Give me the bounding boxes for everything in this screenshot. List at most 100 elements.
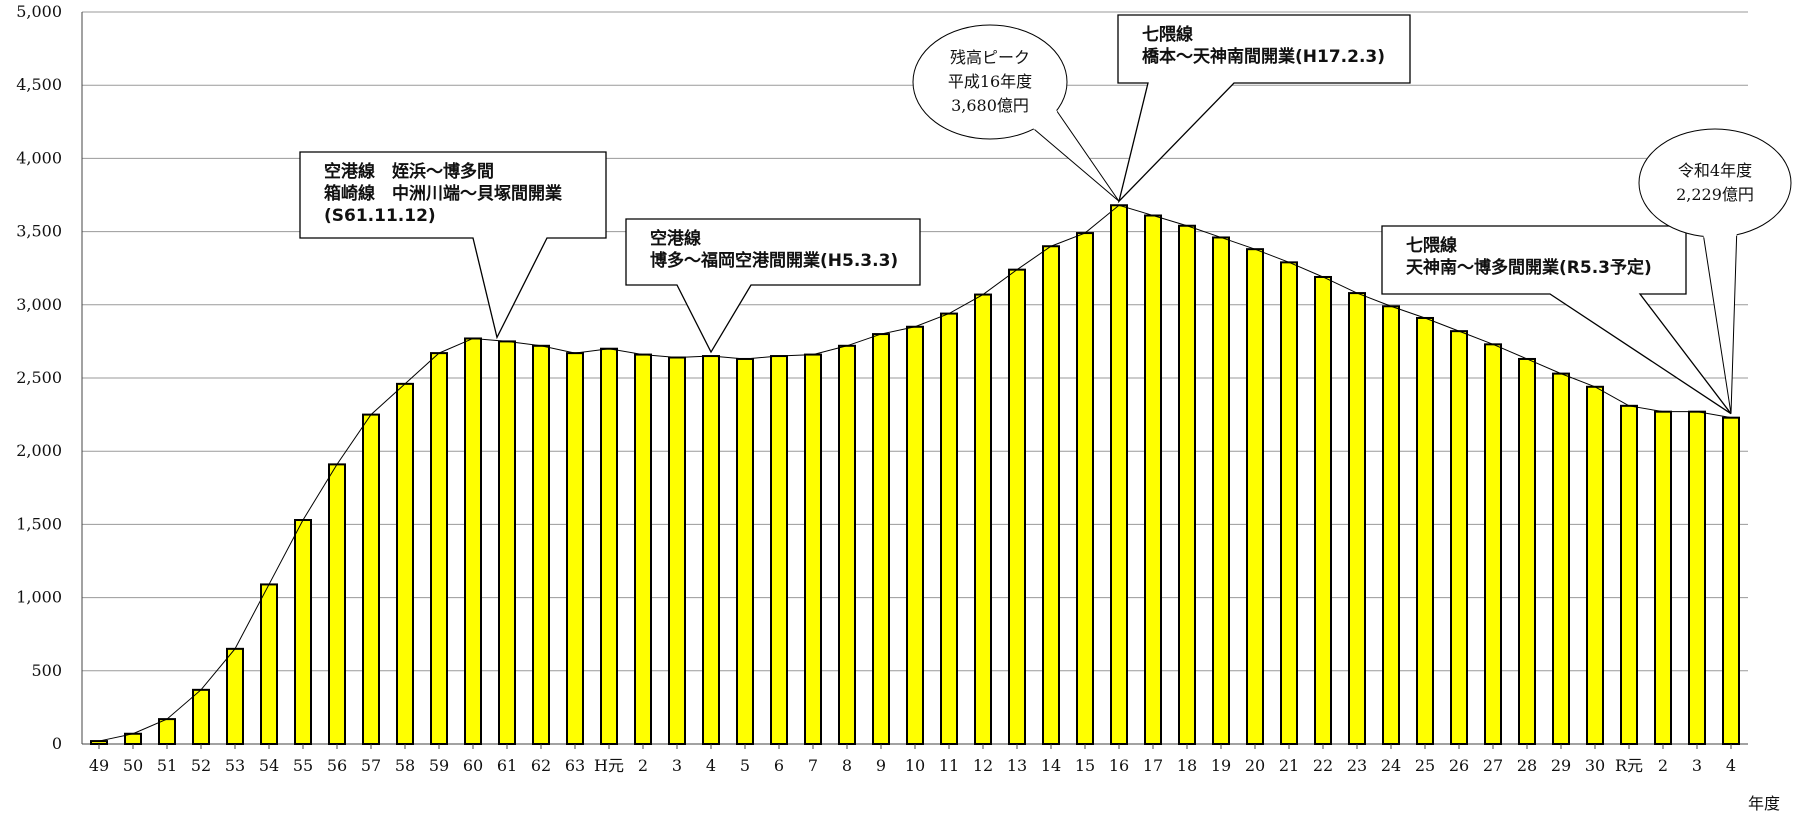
bar bbox=[940, 312, 958, 745]
bar bbox=[328, 463, 346, 745]
annotation-text: 空港線 姪浜～博多間 bbox=[324, 161, 494, 182]
annotation-text: 3,680億円 bbox=[951, 96, 1029, 115]
x-tick-label: 7 bbox=[808, 756, 818, 775]
bar bbox=[396, 382, 414, 745]
bar bbox=[192, 688, 210, 745]
x-tick-label: 26 bbox=[1449, 756, 1469, 775]
x-tick-label: 6 bbox=[774, 756, 784, 775]
bar bbox=[1484, 343, 1502, 745]
annotation-bubble-shape bbox=[912, 24, 1068, 140]
bar bbox=[1586, 385, 1604, 745]
annotation-callout-shape bbox=[1381, 225, 1732, 415]
x-tick-label: 50 bbox=[123, 756, 143, 775]
y-tick-label: 4,000 bbox=[16, 148, 62, 167]
bar bbox=[260, 583, 278, 746]
bar bbox=[736, 357, 754, 745]
bar bbox=[770, 355, 788, 745]
x-tick-label: 10 bbox=[905, 756, 925, 775]
bar bbox=[566, 352, 584, 745]
x-tick-label: 20 bbox=[1245, 756, 1265, 775]
x-tick-label: 28 bbox=[1517, 756, 1537, 775]
x-tick-label: 4 bbox=[706, 756, 716, 775]
x-tick-label: 24 bbox=[1381, 756, 1401, 775]
x-axis-ticks: 49 50 51 52 53 54 55 56 57 58 59 60 61 62 63 H元 2 3 4 5 6 7 8 9… bbox=[89, 744, 1736, 775]
trend-line bbox=[98, 204, 1732, 742]
bar bbox=[158, 718, 176, 745]
bar bbox=[464, 337, 482, 745]
bar bbox=[1552, 372, 1570, 745]
x-tick-label: 30 bbox=[1585, 756, 1605, 775]
y-tick-label: 3,000 bbox=[16, 295, 62, 314]
bar bbox=[1178, 224, 1196, 745]
x-tick-label: 29 bbox=[1551, 756, 1571, 775]
bar bbox=[362, 413, 380, 745]
x-tick-label: 11 bbox=[939, 756, 959, 775]
annotation-text: 博多～福岡空港間開業(H5.3.3) bbox=[650, 250, 898, 271]
x-tick-label: 27 bbox=[1483, 756, 1503, 775]
x-tick-label: 9 bbox=[876, 756, 886, 775]
annotation-text: 残高ピーク bbox=[950, 48, 1030, 67]
x-tick-label: 53 bbox=[225, 756, 245, 775]
annotation-callout-shape bbox=[625, 218, 921, 354]
x-tick-label: 17 bbox=[1143, 756, 1163, 775]
bar bbox=[838, 344, 856, 745]
x-tick-label: 57 bbox=[361, 756, 381, 775]
x-tick-label: 2 bbox=[1658, 756, 1668, 775]
bar bbox=[1688, 410, 1706, 745]
annotation-text: 橋本～天神南間開業(H17.2.3) bbox=[1142, 46, 1385, 67]
bar bbox=[702, 355, 720, 745]
trend-line-path bbox=[98, 204, 1732, 742]
y-tick-label: 0 bbox=[52, 734, 62, 753]
x-tick-label: 2 bbox=[638, 756, 648, 775]
bar bbox=[430, 352, 448, 745]
x-tick-label: 23 bbox=[1347, 756, 1367, 775]
x-tick-label: 59 bbox=[429, 756, 449, 775]
x-tick-label: 63 bbox=[565, 756, 585, 775]
bar bbox=[294, 519, 312, 745]
x-tick-label: 19 bbox=[1211, 756, 1231, 775]
x-tick-label: 62 bbox=[531, 756, 551, 775]
x-tick-label: 52 bbox=[191, 756, 211, 775]
bar bbox=[906, 325, 924, 745]
x-tick-label: H元 bbox=[594, 756, 624, 775]
x-tick-label: 15 bbox=[1075, 756, 1095, 775]
x-tick-label: 18 bbox=[1177, 756, 1197, 775]
annotation-text: 七隈線 bbox=[1406, 235, 1457, 256]
x-tick-label: 56 bbox=[327, 756, 347, 775]
bar bbox=[634, 353, 652, 745]
x-tick-label: R元 bbox=[1615, 756, 1643, 775]
annotation-bubble-shape bbox=[1638, 128, 1792, 238]
bar bbox=[668, 356, 686, 745]
annotation-text: 天神南～博多間開業(R5.3予定) bbox=[1406, 257, 1652, 278]
bar bbox=[1450, 330, 1468, 745]
bar bbox=[1212, 236, 1230, 745]
y-tick-label: 2,500 bbox=[16, 368, 62, 387]
annotation-bubble: 令和4年度 2,229億円 bbox=[1638, 128, 1792, 414]
annotation-text: 箱崎線 中洲川端～貝塚間開業 bbox=[324, 183, 562, 204]
bar bbox=[872, 333, 890, 745]
y-tick-label: 5,000 bbox=[16, 2, 62, 21]
x-tick-label: 58 bbox=[395, 756, 415, 775]
annotation-callout-shape bbox=[299, 151, 607, 340]
bar bbox=[90, 740, 108, 746]
y-tick-label: 3,500 bbox=[16, 222, 62, 241]
x-tick-label: 54 bbox=[259, 756, 279, 775]
y-tick-label: 4,500 bbox=[16, 75, 62, 94]
annotation-text: 平成16年度 bbox=[948, 72, 1032, 91]
bar bbox=[1144, 214, 1162, 746]
x-tick-label: 8 bbox=[842, 756, 852, 775]
bar bbox=[498, 340, 516, 745]
x-tick-label: 51 bbox=[157, 756, 177, 775]
annotation-bubble-tail bbox=[1703, 234, 1738, 414]
x-tick-label: 5 bbox=[740, 756, 750, 775]
y-tick-label: 1,500 bbox=[16, 514, 62, 533]
y-tick-label: 500 bbox=[31, 661, 62, 680]
x-tick-label: 3 bbox=[672, 756, 682, 775]
annotation-text: 七隈線 bbox=[1142, 24, 1193, 45]
bar bbox=[532, 344, 550, 745]
